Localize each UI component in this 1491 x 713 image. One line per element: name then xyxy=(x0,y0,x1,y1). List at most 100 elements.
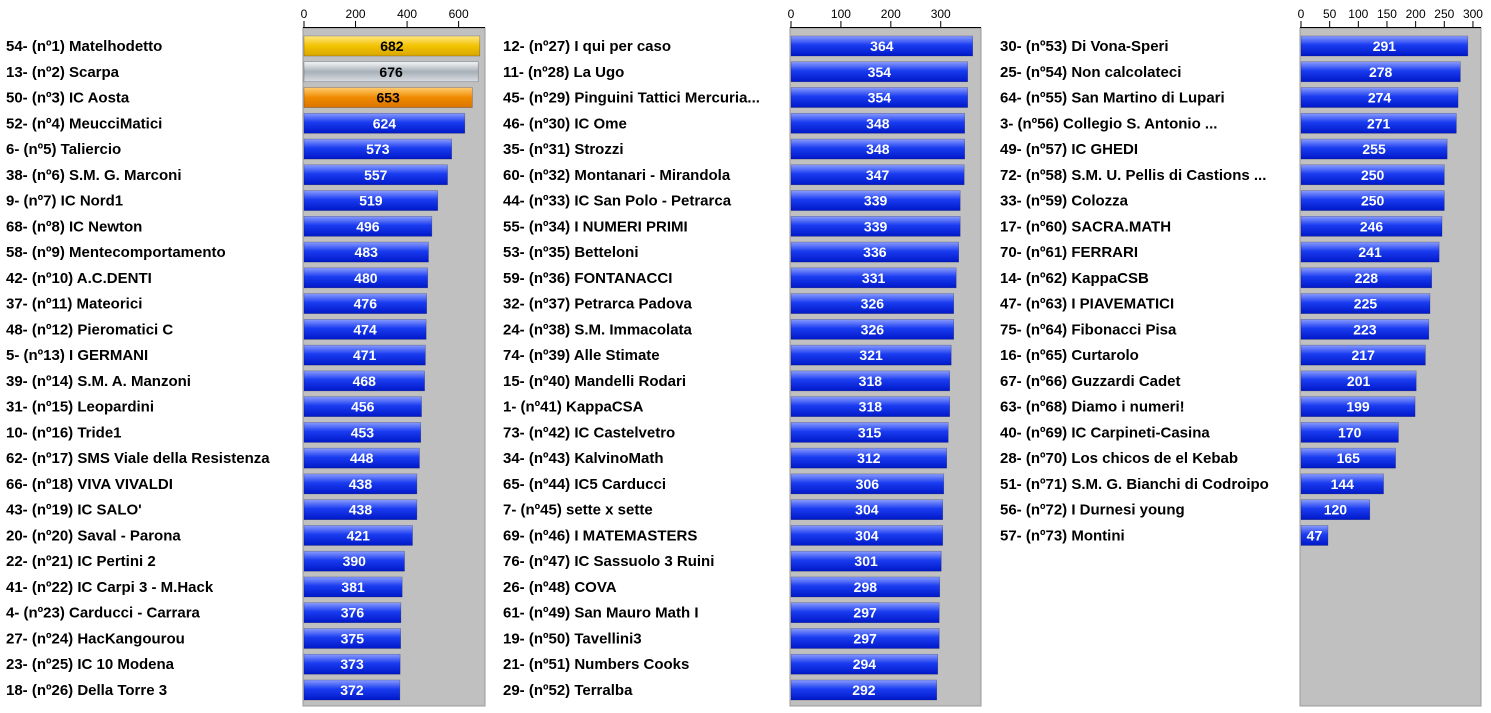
data-label: 653 xyxy=(376,90,400,106)
bar-row: 47- (nº63) I PIAVEMATICI 225 xyxy=(1000,293,1431,314)
category-label: 68- (nº8) IC Newton xyxy=(6,218,142,235)
category-label: 46- (nº30) IC Ome xyxy=(503,115,627,132)
bar xyxy=(303,628,401,649)
category-label: 33- (nº59) Colozza xyxy=(1000,193,1129,210)
category-label: 29- (nº52) Terralba xyxy=(503,682,633,699)
category-label: 26- (nº48) COVA xyxy=(503,579,617,596)
bar-row: 44- (nº33) IC San Polo - Petrarca 339 xyxy=(503,190,961,211)
data-label: 326 xyxy=(861,321,885,337)
category-label: 16- (nº65) Curtarolo xyxy=(1000,347,1139,364)
category-label: 58- (nº9) Mentecomportamento xyxy=(6,244,226,261)
x-tick-label: 250 xyxy=(1434,7,1454,21)
bar xyxy=(1300,87,1459,108)
data-label: 250 xyxy=(1361,167,1385,183)
data-label: 468 xyxy=(353,373,377,389)
category-label: 45- (nº29) Pinguini Tattici Mercuria... xyxy=(503,90,760,107)
bar xyxy=(1300,216,1443,237)
category-label: 49- (nº57) IC GHEDI xyxy=(1000,141,1138,158)
bar-row: 30- (nº53) Di Vona-Speri 291 xyxy=(1000,35,1469,57)
data-label: 271 xyxy=(1367,115,1391,131)
data-label: 676 xyxy=(379,64,403,80)
bar xyxy=(790,447,948,469)
bar xyxy=(790,370,951,392)
bar-row: 59- (nº36) FONTANACCI 331 xyxy=(503,267,957,289)
data-label: 321 xyxy=(859,347,883,363)
bar-row: 43- (nº19) IC SALO' 438 xyxy=(6,499,418,520)
category-label: 50- (nº3) IC Aosta xyxy=(6,90,130,107)
bar-row: 5- (nº13) I GERMANI 471 xyxy=(6,344,426,366)
x-tick-label: 100 xyxy=(1348,7,1368,21)
bar xyxy=(1300,61,1461,83)
bar-row: 76- (nº47) IC Sassuolo 3 Ruini 301 xyxy=(503,550,942,572)
data-label: 456 xyxy=(351,399,375,415)
bar-row: 65- (nº44) IC5 Carducci 306 xyxy=(503,473,945,495)
bar-row: 32- (nº37) Petrarca Padova 326 xyxy=(503,293,955,314)
category-label: 31- (nº15) Leopardini xyxy=(6,399,154,416)
data-label: 298 xyxy=(854,579,878,595)
data-label: 339 xyxy=(864,193,888,209)
data-label: 474 xyxy=(353,321,377,337)
category-label: 59- (nº36) FONTANACCI xyxy=(503,270,672,287)
data-label: 480 xyxy=(354,270,378,286)
chart-3: 0 50 100 150 200 250 300 30- (nº53) Di Vona-Spe… xyxy=(1000,7,1483,707)
category-label: 18- (nº26) Della Torre 3 xyxy=(6,682,167,699)
bar-row: 66- (nº18) VIVA VIVALDI 438 xyxy=(6,473,418,495)
bar-row: 28- (nº70) Los chicos de el Kebab 165 xyxy=(1000,447,1396,469)
category-label: 1- (nº41) KappaCSA xyxy=(503,399,644,416)
data-label: 682 xyxy=(380,38,404,54)
bar xyxy=(1300,267,1432,289)
category-label: 35- (nº31) Strozzi xyxy=(503,141,624,158)
bar xyxy=(1300,396,1416,417)
bar xyxy=(1300,190,1445,211)
bar-row: 20- (nº20) Saval - Parona 421 xyxy=(6,525,413,546)
category-label: 61- (nº49) San Mauro Math I xyxy=(503,605,699,622)
bar-row: 58- (nº9) Mentecomportamento 483 xyxy=(6,241,429,263)
category-label: 53- (nº35) Betteloni xyxy=(503,244,639,261)
data-label: 347 xyxy=(866,167,890,183)
data-label: 331 xyxy=(862,270,886,286)
data-label: 354 xyxy=(868,64,892,80)
data-label: 336 xyxy=(863,244,887,260)
data-label: 471 xyxy=(353,347,377,363)
data-label: 241 xyxy=(1358,244,1382,260)
bar xyxy=(303,679,401,701)
data-label: 304 xyxy=(855,502,879,518)
data-label: 573 xyxy=(366,141,390,157)
bar xyxy=(303,138,452,160)
bar xyxy=(790,628,940,649)
bar xyxy=(303,525,413,546)
x-tick-label: 0 xyxy=(788,7,795,21)
bar xyxy=(1300,447,1396,469)
data-label: 223 xyxy=(1353,321,1377,337)
bar xyxy=(1300,319,1430,340)
data-label: 354 xyxy=(868,90,892,106)
data-label: 199 xyxy=(1346,399,1370,415)
bar xyxy=(790,61,968,83)
x-tick-label: 400 xyxy=(397,7,417,21)
category-label: 12- (nº27) I qui per caso xyxy=(503,38,671,55)
category-label: 6- (nº5) Taliercio xyxy=(6,141,121,158)
category-label: 75- (nº64) Fibonacci Pisa xyxy=(1000,321,1177,338)
bar-row: 45- (nº29) Pinguini Tattici Mercuria... 3… xyxy=(503,87,968,108)
data-label: 318 xyxy=(859,373,883,389)
bar xyxy=(790,550,942,572)
bar-row: 73- (nº42) IC Castelvetro 315 xyxy=(503,422,949,443)
category-label: 40- (nº69) IC Carpineti-Casina xyxy=(1000,424,1210,441)
category-label: 60- (nº32) Montanari - Mirandola xyxy=(503,167,731,184)
data-label: 348 xyxy=(866,141,890,157)
bar xyxy=(1300,370,1417,392)
bar-row: 6- (nº5) Taliercio 573 xyxy=(6,138,452,160)
category-label: 32- (nº37) Petrarca Padova xyxy=(503,296,693,313)
data-label: 297 xyxy=(853,605,877,621)
bar-row: 14- (nº62) KappaCSB 228 xyxy=(1000,267,1432,289)
bar-row: 24- (nº38) S.M. Immacolata 326 xyxy=(503,319,955,340)
bar-row: 29- (nº52) Terralba 292 xyxy=(503,679,938,701)
bar-row: 48- (nº12) Pieromatici C 474 xyxy=(6,319,427,340)
data-label: 217 xyxy=(1352,347,1376,363)
data-label: 292 xyxy=(852,682,876,698)
bar xyxy=(1300,138,1448,160)
bar-row: 1- (nº41) KappaCSA 318 xyxy=(503,396,951,417)
bar-row: 31- (nº15) Leopardini 456 xyxy=(6,396,422,417)
bar-row: 68- (nº8) IC Newton 496 xyxy=(6,216,433,237)
bar xyxy=(790,473,945,495)
